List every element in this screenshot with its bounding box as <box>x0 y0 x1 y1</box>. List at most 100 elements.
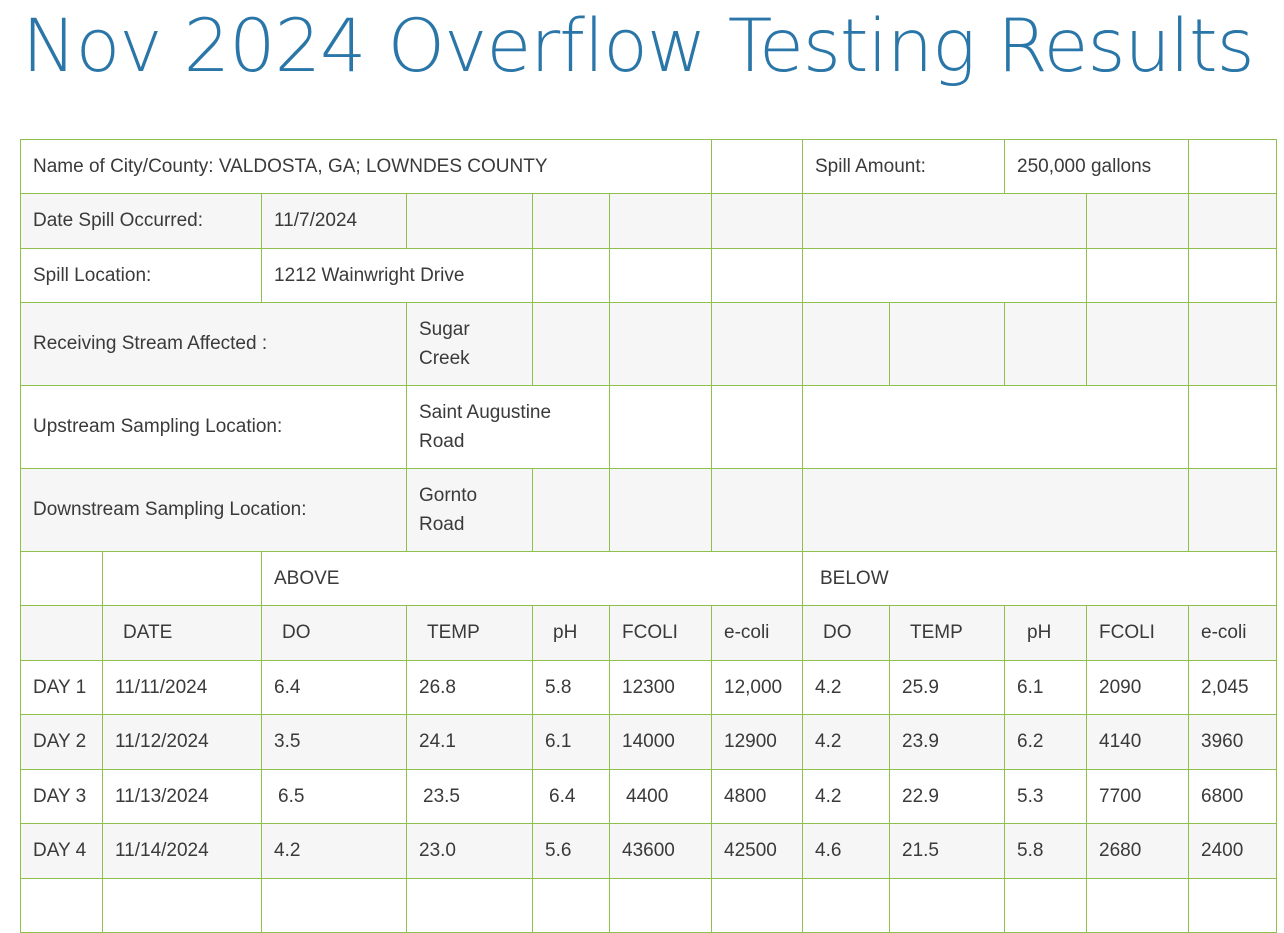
data-cell: 4140 <box>1085 714 1190 770</box>
data-cell: 6800 <box>1188 769 1278 824</box>
data-cell: 5.3 <box>1004 769 1087 824</box>
data-cell: 5.6 <box>532 823 610 879</box>
data-cell: 12900 <box>711 714 803 770</box>
column-header-ph-below: pH <box>1004 605 1087 661</box>
spill-location-value: 1212 Wainwright Drive <box>261 248 533 303</box>
empty-cell <box>889 302 1005 386</box>
empty-cell <box>1004 302 1087 386</box>
stream-value: Sugar Creek <box>406 302 533 386</box>
data-cell: 23.5 <box>406 769 533 824</box>
data-cell: 6.4 <box>532 769 610 824</box>
data-cell: 2400 <box>1188 823 1278 879</box>
empty-cell <box>609 193 712 249</box>
data-cell: 6.2 <box>1004 714 1087 770</box>
empty-cell <box>711 302 803 386</box>
data-cell: 21.5 <box>889 823 1005 879</box>
column-header-date: DATE <box>102 605 262 661</box>
empty-cell <box>802 302 890 386</box>
empty-cell <box>1188 878 1278 933</box>
date-cell: 11/14/2024 <box>102 823 262 879</box>
data-cell: 22.9 <box>889 769 1005 824</box>
date-spill-value: 11/7/2024 <box>261 193 407 249</box>
date-cell: 11/13/2024 <box>102 769 262 824</box>
page-title: Nov 2024 Overflow Testing Results <box>22 4 1255 89</box>
day-cell: DAY 2 <box>20 714 103 770</box>
data-cell: 2090 <box>1085 660 1190 715</box>
data-cell: 12,000 <box>711 660 803 715</box>
column-header <box>20 605 103 661</box>
table-row: DAY 3 11/13/2024 6.5 23.5 6.4 4400 4800 … <box>20 769 1278 824</box>
empty-cell <box>711 193 803 249</box>
empty-cell <box>1085 248 1190 303</box>
data-cell: 24.1 <box>406 714 533 770</box>
empty-cell <box>532 878 610 933</box>
info-row-upstream: Upstream Sampling Location: Saint August… <box>20 385 1278 469</box>
empty-cell <box>609 248 712 303</box>
empty-cell <box>20 551 103 606</box>
empty-cell <box>711 385 803 469</box>
spill-location-label: Spill Location: <box>20 248 262 303</box>
column-header-temp-above: TEMP <box>406 605 533 661</box>
column-header-do-above: DO <box>261 605 407 661</box>
table-row-partial <box>20 878 1278 933</box>
date-cell: 11/12/2024 <box>102 714 262 770</box>
data-cell: 7700 <box>1085 769 1190 824</box>
empty-cell <box>1085 193 1190 249</box>
empty-cell <box>102 878 262 933</box>
empty-cell <box>1188 468 1278 552</box>
info-row-city: Name of City/County: VALDOSTA, GA; LOWND… <box>20 139 1278 194</box>
empty-cell <box>609 302 712 386</box>
empty-cell <box>801 385 1190 469</box>
empty-cell <box>711 878 803 933</box>
day-cell: DAY 1 <box>20 660 103 715</box>
downstream-label: Downstream Sampling Location: <box>20 468 407 552</box>
info-row-stream: Receiving Stream Affected : Sugar Creek <box>20 302 1278 386</box>
data-cell: 6.1 <box>1004 660 1087 715</box>
empty-cell <box>1004 878 1087 933</box>
data-cell: 4.2 <box>261 823 407 879</box>
spill-amount-label: Spill Amount: <box>802 139 1005 194</box>
date-spill-label: Date Spill Occurred: <box>20 193 262 249</box>
empty-cell <box>406 193 533 249</box>
empty-cell <box>20 878 103 933</box>
below-group-header: BELOW <box>801 551 1278 606</box>
data-cell: 2680 <box>1085 823 1190 879</box>
date-cell: 11/11/2024 <box>102 660 262 715</box>
empty-cell <box>711 468 803 552</box>
empty-cell <box>406 878 533 933</box>
group-header-row: ABOVE BELOW <box>20 551 1278 606</box>
empty-cell <box>711 139 803 194</box>
data-cell: 5.8 <box>1004 823 1087 879</box>
data-cell: 23.9 <box>889 714 1005 770</box>
city-county-label: Name of City/County: VALDOSTA, GA; LOWND… <box>20 139 712 194</box>
data-cell: 4.6 <box>802 823 890 879</box>
day-cell: DAY 4 <box>20 823 103 879</box>
column-header-fcoli-above: FCOLI <box>609 605 712 661</box>
empty-cell <box>889 878 1005 933</box>
empty-cell <box>1085 878 1190 933</box>
data-cell: 42500 <box>711 823 803 879</box>
column-header-row: DATE DO TEMP pH FCOLI e-coli DO TEMP pH … <box>20 605 1278 661</box>
data-cell: 4.2 <box>802 714 890 770</box>
data-cell: 5.8 <box>532 660 610 715</box>
data-cell: 26.8 <box>406 660 533 715</box>
empty-cell <box>802 193 1087 249</box>
table-row: DAY 1 11/11/2024 6.4 26.8 5.8 12300 12,0… <box>20 660 1278 715</box>
upstream-label: Upstream Sampling Location: <box>20 385 407 469</box>
data-cell: 12300 <box>609 660 712 715</box>
empty-cell <box>609 385 712 469</box>
downstream-value: Gornto Road <box>406 468 533 552</box>
data-cell: 6.4 <box>261 660 407 715</box>
empty-cell <box>802 248 1087 303</box>
column-header-temp-below: TEMP <box>889 605 1005 661</box>
column-header-ecoli-above: e-coli <box>711 605 803 661</box>
column-header-fcoli-below: FCOLI <box>1085 605 1190 661</box>
data-cell: 4800 <box>711 769 803 824</box>
empty-cell <box>1188 193 1278 249</box>
empty-cell <box>1188 385 1278 469</box>
empty-cell <box>802 878 890 933</box>
data-cell: 6.5 <box>261 769 407 824</box>
empty-cell <box>1188 139 1278 194</box>
table-row: DAY 4 11/14/2024 4.2 23.0 5.6 43600 4250… <box>20 823 1278 879</box>
upstream-value: Saint Augustine Road <box>406 385 610 469</box>
